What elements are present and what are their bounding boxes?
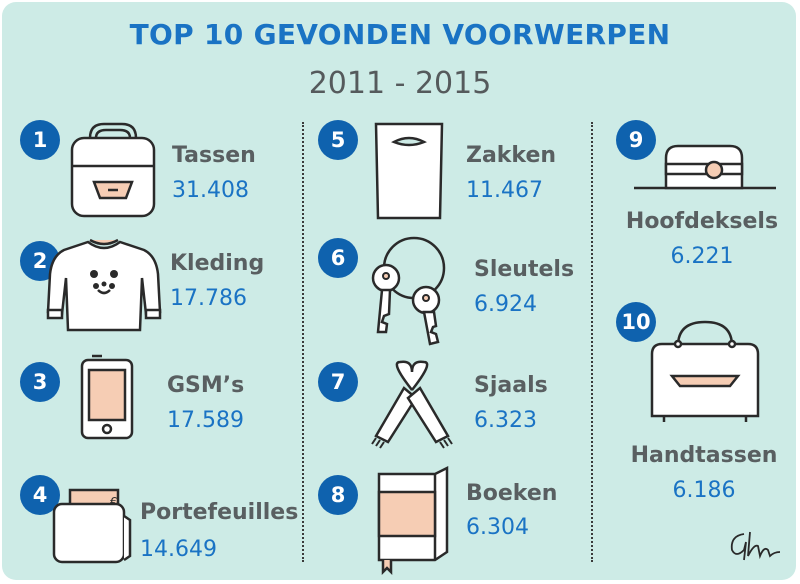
sweater-icon [46,238,162,332]
chart-subtitle: 2011 - 2015 [308,66,492,101]
item-value-2: 17.786 [170,286,247,311]
rank-badge-6: 6 [318,238,358,278]
rank-badge-10: 10 [616,302,656,342]
plastic-bag-icon [374,122,444,220]
item-name-9: Hoofdeksels [625,209,779,234]
item-name-5: Zakken [466,143,557,168]
column-divider-left [302,122,304,562]
wallet-icon: € [52,488,132,564]
item-name-6: Sleutels [474,257,575,282]
item-value-5: 11.467 [466,178,543,203]
item-value-7: 6.323 [474,408,537,433]
rank-badge-7: 7 [318,362,358,402]
item-value-3: 17.589 [167,408,244,433]
column-divider-right [591,122,593,562]
rank-badge-4: 4 [20,475,60,515]
rank-badge-3: 3 [20,362,60,402]
item-value-9: 6.221 [670,244,734,269]
item-name-4: Portefeuilles [140,500,299,525]
svg-text:€: € [110,495,118,509]
item-name-8: Boeken [466,481,558,506]
item-value-1: 31.408 [172,178,249,203]
artist-signature [730,531,781,561]
item-value-10: 6.186 [672,478,736,503]
phone-icon [80,354,134,440]
item-name-1: Tassen [172,143,256,168]
scarf-icon [371,360,453,449]
handbag-icon [650,320,760,422]
item-value-4: 14.649 [140,537,217,562]
item-value-8: 6.304 [466,515,529,540]
book-icon [377,465,449,576]
rank-badge-9: 9 [616,120,656,160]
item-name-7: Sjaals [474,373,548,398]
item-name-10: Handtassen [630,443,778,468]
rank-badge-1: 1 [20,120,60,160]
backpack-icon [70,122,156,218]
hat-icon [634,144,776,190]
chart-title: TOP 10 GEVONDEN VOORWERPEN [129,18,671,51]
item-value-6: 6.924 [474,292,537,317]
rank-badge-8: 8 [318,475,358,515]
item-name-3: GSM’s [167,373,245,398]
item-name-2: Kleding [170,251,265,276]
keys-icon [371,236,446,346]
rank-badge-5: 5 [318,120,358,160]
